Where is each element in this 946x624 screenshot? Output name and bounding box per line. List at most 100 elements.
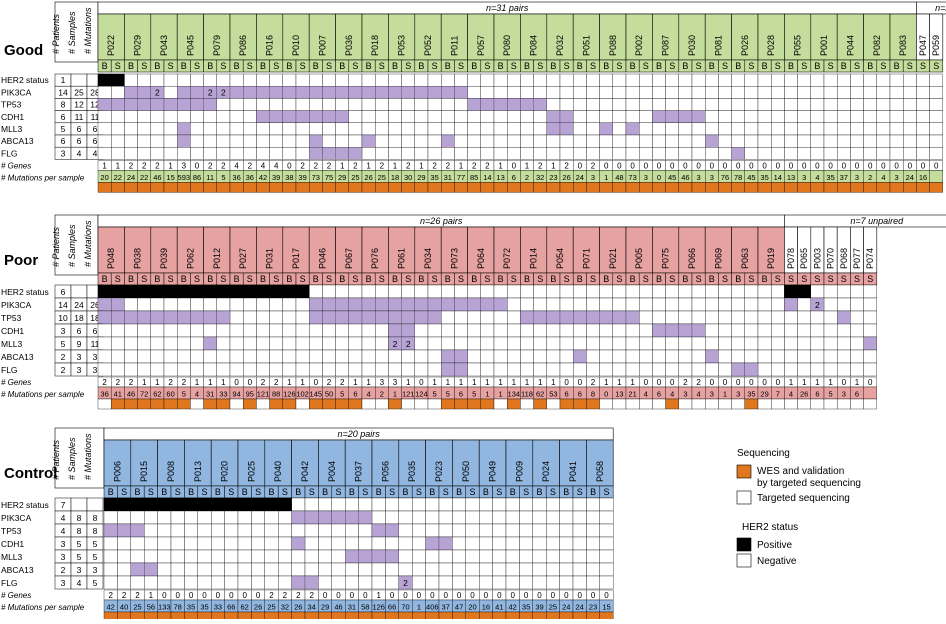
grid-cell: [97, 134, 112, 148]
blood-label: B: [709, 274, 715, 284]
mutations-value: 40: [120, 603, 128, 612]
grid-cell: [929, 98, 943, 111]
sequencing-cell: [197, 611, 212, 623]
sequencing-cell: [229, 182, 244, 193]
genes-value: 1: [287, 378, 292, 387]
grid-cell: [163, 147, 178, 160]
grid-cell: [97, 110, 112, 123]
mutations-value: 4: [789, 390, 793, 399]
mutations-value: 124: [415, 390, 428, 399]
grid-cell: [652, 297, 666, 312]
genes-value: 0: [868, 161, 873, 170]
grid-cell: [243, 147, 257, 160]
count-value: 1: [61, 75, 66, 85]
grid-cell: [625, 284, 640, 299]
grid-cell: [507, 297, 521, 312]
genes-value: 2: [309, 591, 314, 600]
mutation-cell: [309, 134, 323, 148]
sequencing-cell: [309, 182, 323, 193]
sequencing-cell: [425, 611, 440, 623]
mutation-cell: [144, 562, 158, 577]
panel-control: Control# Patients # Samples # Mutations n=2…: [1, 427, 614, 623]
count-header-frame: [54, 427, 105, 489]
sequencing-cell: [401, 398, 415, 410]
grid-cell: [559, 562, 574, 577]
grid-cell: [295, 73, 310, 87]
sequencing-cell: [371, 611, 386, 623]
count-header: # Patients: [51, 439, 61, 480]
grid-cell: [546, 134, 561, 148]
genes-value: 2: [380, 161, 385, 170]
sample-label: S: [273, 274, 279, 284]
grid-cell: [532, 562, 547, 577]
grid-cell: [358, 562, 373, 577]
sequencing-cell: [97, 182, 112, 193]
mutation-count: 2: [815, 300, 820, 310]
genes-value: 1: [446, 378, 451, 387]
grid-cell: [479, 510, 493, 525]
blood-label: B: [181, 61, 187, 71]
genes-value: 0: [457, 591, 462, 600]
sample-label: S: [828, 61, 834, 71]
grid-cell: [586, 86, 600, 99]
mutations-value: 45: [668, 173, 676, 182]
grid-cell: [691, 336, 706, 351]
count-value: 3: [93, 365, 98, 375]
patient-cell: [176, 13, 204, 61]
grid-cell: [117, 536, 131, 551]
blood-label: B: [524, 274, 530, 284]
sequencing-cell: [810, 182, 825, 193]
gene-label: CDH1: [1, 112, 24, 122]
sequencing-cell: [599, 398, 613, 410]
mutations-value: 31: [206, 390, 214, 399]
grid-cell: [361, 98, 376, 111]
grid-cell: [137, 110, 151, 123]
genes-value: 1: [498, 378, 503, 387]
mutations-value: 41: [114, 390, 122, 399]
mutations-value: 46: [334, 603, 342, 612]
blood-label: B: [445, 61, 451, 71]
mutation-cell: [401, 310, 415, 325]
mutations-value: 73: [312, 173, 320, 182]
patient-id: P012: [212, 248, 222, 269]
grid-cell: [401, 284, 415, 299]
mutations-cell: [929, 170, 943, 183]
patient-id: P052: [423, 35, 433, 56]
mutations-value: 23: [589, 603, 597, 612]
blood-label: B: [682, 61, 688, 71]
sample-label: S: [326, 61, 332, 71]
grid-cell: [427, 323, 442, 338]
mutations-value: 5: [433, 390, 437, 399]
mutations-value: 3: [710, 173, 714, 182]
sample-label: S: [141, 61, 147, 71]
grid-cell: [652, 73, 666, 87]
mutation-cell: [520, 98, 534, 111]
grid-cell: [572, 523, 587, 538]
grid-cell: [203, 349, 217, 364]
grid-cell: [797, 362, 811, 377]
grid-cell: [398, 536, 413, 551]
count-value: 5: [77, 552, 82, 562]
sequencing-cell: [438, 611, 453, 623]
sequencing-cell: [559, 398, 574, 410]
mutations-value: 36: [100, 390, 108, 399]
count-cell: [70, 497, 88, 512]
gene-label: MLL3: [1, 339, 23, 349]
grid-cell: [211, 562, 225, 577]
legend-her2-title: HER2 status: [742, 522, 798, 533]
grid-cell: [454, 110, 468, 123]
grid-cell: [665, 349, 679, 364]
count-value: 6: [93, 124, 98, 134]
patient-id: P029: [133, 35, 143, 56]
blood-label: B: [524, 61, 530, 71]
grid-cell: [331, 575, 346, 590]
patient-cell: [810, 13, 838, 61]
grid-cell: [358, 536, 373, 551]
sequencing-cell: [103, 611, 118, 623]
sample-label: S: [458, 61, 464, 71]
grid-cell: [398, 510, 413, 525]
mutations-value: 53: [549, 390, 557, 399]
grid-cell: [731, 349, 745, 364]
grid-cell: [705, 147, 719, 160]
sequencing-cell: [718, 398, 732, 410]
